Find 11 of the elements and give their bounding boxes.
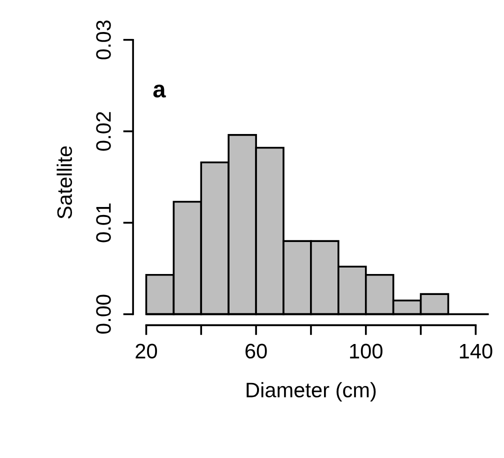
y-tick-label: 0.00 (96, 294, 111, 334)
x-axis-title: Diameter (cm) (246, 382, 376, 402)
x-tick-label: 60 (246, 344, 267, 359)
x-tick-label: 20 (136, 344, 158, 359)
y-tick-label: 0.03 (96, 20, 111, 60)
y-axis-title: Satellite (56, 146, 72, 219)
y-tick-label: 0.02 (96, 112, 111, 151)
x-tick-label: 100 (350, 344, 382, 359)
x-tick-label: 140 (460, 344, 492, 359)
y-tick-label: 0.01 (96, 203, 111, 242)
annotation: a (153, 84, 166, 98)
